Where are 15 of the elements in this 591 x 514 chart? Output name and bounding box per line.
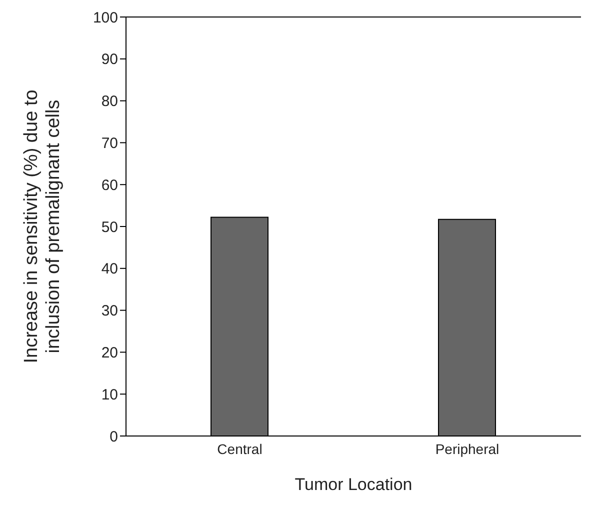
x-tick-label: Peripheral: [435, 440, 500, 457]
y-tick-label: 10: [101, 386, 118, 404]
y-tick-label: 40: [101, 260, 118, 278]
y-axis-title: Increase in sensitivity (%) due to inclusion of premalignant cells: [21, 90, 64, 364]
y-tick-label: 60: [101, 176, 118, 194]
y-tick-label: 90: [101, 51, 118, 68]
y-tick-label: 0: [110, 428, 118, 446]
y-tick-label: 20: [101, 344, 118, 362]
y-tick-label: 70: [101, 135, 118, 152]
y-tick-label: 50: [101, 218, 118, 236]
x-tick-label: Central: [217, 440, 262, 457]
y-tick-label: 80: [101, 93, 118, 110]
y-tick-label: 100: [92, 9, 118, 26]
x-axis-title: Tumor Location: [294, 475, 412, 494]
y-tick-label: 30: [101, 302, 118, 320]
